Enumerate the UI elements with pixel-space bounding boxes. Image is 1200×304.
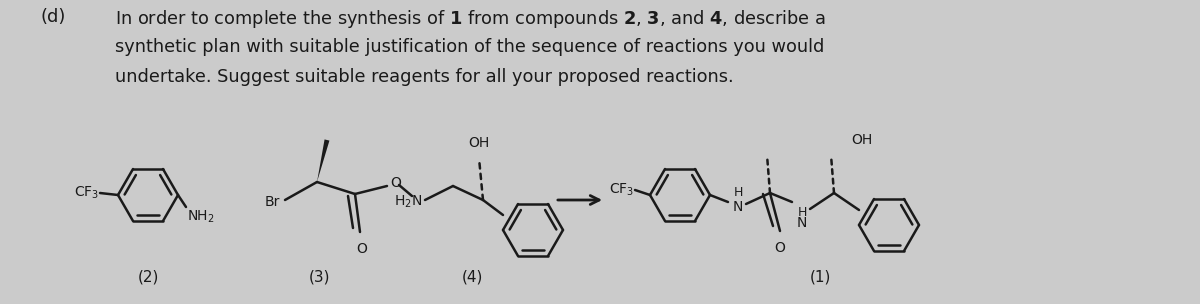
Text: N: N <box>797 216 808 230</box>
Text: H: H <box>797 206 806 219</box>
Text: OH: OH <box>851 133 872 147</box>
Text: O: O <box>390 176 401 190</box>
Text: O: O <box>774 241 786 255</box>
Text: H: H <box>733 186 743 199</box>
Text: (2): (2) <box>137 270 158 285</box>
Text: (d): (d) <box>40 8 65 26</box>
Text: H$_2$N: H$_2$N <box>394 194 422 210</box>
Text: Br: Br <box>265 195 280 209</box>
Text: (3): (3) <box>310 270 331 285</box>
Text: CF$_3$: CF$_3$ <box>74 185 98 201</box>
Polygon shape <box>317 140 330 182</box>
Text: (4): (4) <box>461 270 482 285</box>
Text: O: O <box>356 242 367 256</box>
Text: (1): (1) <box>809 270 830 285</box>
Text: synthetic plan with suitable justification of the sequence of reactions you woul: synthetic plan with suitable justificati… <box>115 38 824 56</box>
Text: NH$_2$: NH$_2$ <box>187 209 215 225</box>
Text: OH: OH <box>468 136 490 150</box>
Text: CF$_3$: CF$_3$ <box>608 182 634 198</box>
Text: N: N <box>733 200 743 214</box>
Text: In order to complete the synthesis of $\mathbf{1}$ from compounds $\mathbf{2}$, : In order to complete the synthesis of $\… <box>115 8 826 30</box>
Text: undertake. Suggest suitable reagents for all your proposed reactions.: undertake. Suggest suitable reagents for… <box>115 68 733 86</box>
